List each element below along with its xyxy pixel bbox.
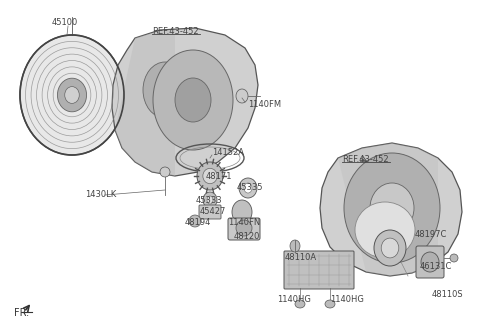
Text: 46131C: 46131C <box>420 262 452 271</box>
Text: 1140HG: 1140HG <box>277 295 311 304</box>
Ellipse shape <box>370 183 414 233</box>
Text: 48194: 48194 <box>185 218 211 227</box>
Text: REF.43-452: REF.43-452 <box>342 155 389 164</box>
Ellipse shape <box>58 78 86 112</box>
Text: 48197C: 48197C <box>415 230 447 239</box>
Ellipse shape <box>244 183 252 193</box>
Text: 1430LK: 1430LK <box>85 190 116 199</box>
FancyBboxPatch shape <box>416 246 444 278</box>
Ellipse shape <box>236 220 252 236</box>
Text: FR.: FR. <box>14 308 29 318</box>
Text: 1140FM: 1140FM <box>248 100 281 109</box>
Text: 48120: 48120 <box>234 232 260 241</box>
Ellipse shape <box>325 300 335 308</box>
Ellipse shape <box>20 35 124 155</box>
Ellipse shape <box>355 202 415 258</box>
Ellipse shape <box>381 238 399 258</box>
Ellipse shape <box>203 168 217 184</box>
Polygon shape <box>112 28 258 176</box>
Ellipse shape <box>232 200 252 224</box>
Text: 45100: 45100 <box>52 18 78 27</box>
Polygon shape <box>338 143 438 276</box>
FancyBboxPatch shape <box>284 251 354 289</box>
Ellipse shape <box>290 240 300 252</box>
Text: 1140HG: 1140HG <box>330 295 364 304</box>
Ellipse shape <box>189 215 201 227</box>
Ellipse shape <box>344 153 440 263</box>
Text: 45333: 45333 <box>196 196 223 205</box>
Polygon shape <box>115 30 175 176</box>
Ellipse shape <box>450 254 458 262</box>
Ellipse shape <box>295 300 305 308</box>
Ellipse shape <box>143 62 187 118</box>
FancyBboxPatch shape <box>199 205 221 219</box>
FancyBboxPatch shape <box>228 218 260 240</box>
Ellipse shape <box>153 50 233 150</box>
Ellipse shape <box>160 167 170 177</box>
Text: 1140FN: 1140FN <box>228 218 260 227</box>
Text: REF.43-452: REF.43-452 <box>152 27 199 36</box>
Ellipse shape <box>239 178 257 198</box>
Ellipse shape <box>65 87 79 103</box>
Ellipse shape <box>175 78 211 122</box>
Ellipse shape <box>203 192 217 208</box>
Text: 48110A: 48110A <box>285 253 317 262</box>
Text: 45335: 45335 <box>237 183 264 192</box>
Ellipse shape <box>197 162 223 190</box>
Ellipse shape <box>374 230 406 266</box>
Ellipse shape <box>236 89 248 103</box>
Text: 45427: 45427 <box>200 207 227 216</box>
Text: 14152A: 14152A <box>212 148 244 157</box>
Text: 48171: 48171 <box>206 172 232 181</box>
Ellipse shape <box>421 252 439 272</box>
Text: 48110S: 48110S <box>432 290 464 299</box>
Polygon shape <box>320 143 462 276</box>
Ellipse shape <box>207 196 213 204</box>
